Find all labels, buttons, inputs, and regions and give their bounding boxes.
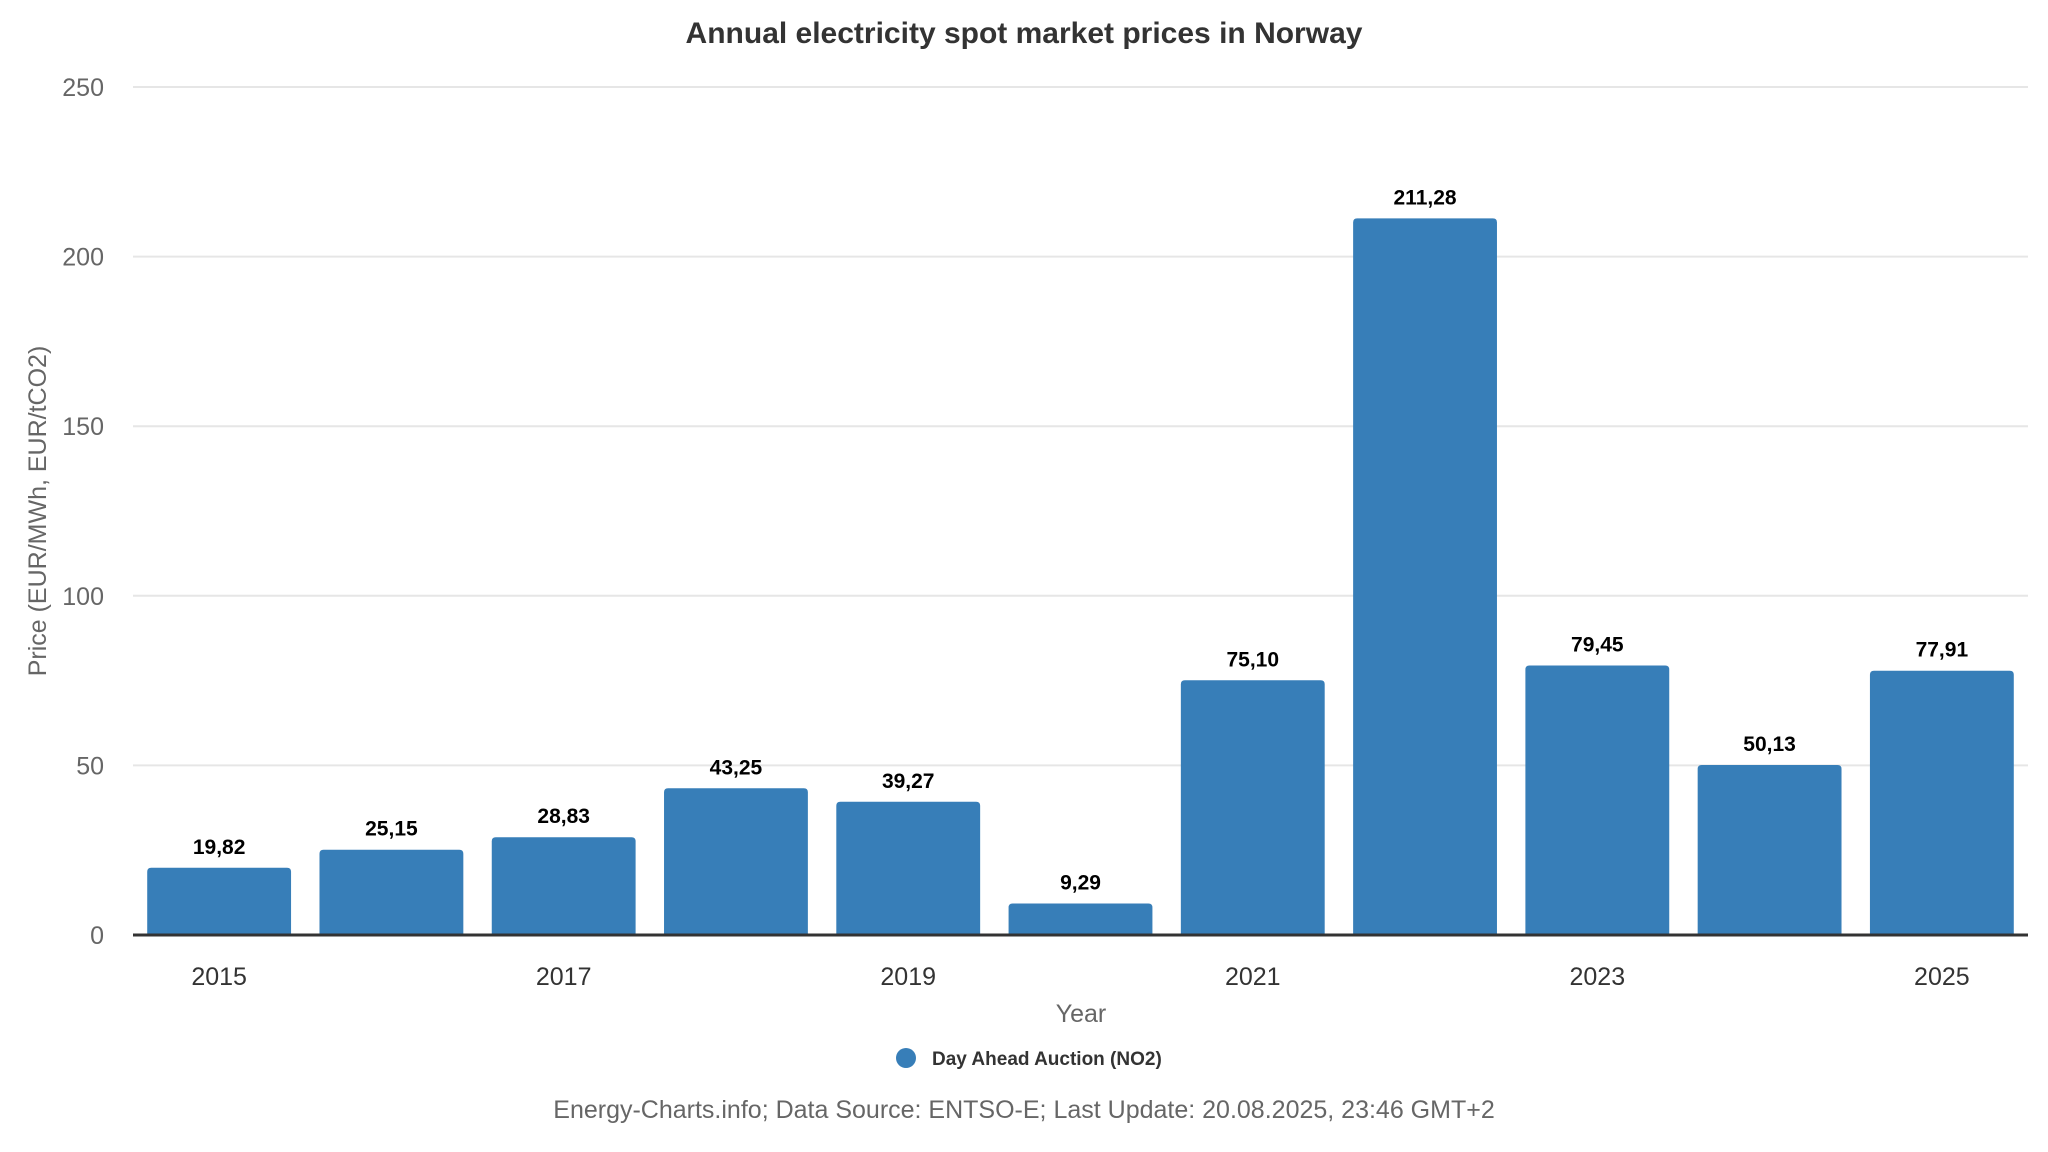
legend-marker-icon[interactable] bbox=[896, 1048, 916, 1068]
chart-title: Annual electricity spot market prices in… bbox=[686, 17, 1363, 50]
y-tick-label: 200 bbox=[62, 244, 104, 272]
bar-2022[interactable] bbox=[1353, 218, 1497, 935]
y-tick-label: 50 bbox=[76, 752, 104, 780]
bar-2021[interactable] bbox=[1180, 680, 1325, 935]
y-tick-label: 0 bbox=[90, 922, 104, 950]
bar-2023[interactable] bbox=[1525, 665, 1670, 935]
data-label-2019: 39,27 bbox=[882, 770, 935, 793]
x-tick-label: 2017 bbox=[536, 963, 592, 991]
data-label-2023: 79,45 bbox=[1571, 634, 1624, 657]
bar-2019[interactable] bbox=[836, 801, 981, 935]
gridlines bbox=[133, 86, 2028, 767]
y-tick-label: 100 bbox=[62, 583, 104, 611]
data-label-2025: 77,91 bbox=[1916, 639, 1969, 662]
x-tick-label: 2025 bbox=[1914, 963, 1970, 991]
data-label-2021: 75,10 bbox=[1226, 648, 1279, 671]
data-label-2018: 43,25 bbox=[710, 756, 763, 779]
y-axis-title: Price (EUR/MWh, EUR/tCO2) bbox=[24, 346, 52, 677]
bar-2017[interactable] bbox=[491, 837, 636, 935]
legend[interactable]: Day Ahead Auction (NO2) bbox=[896, 1048, 1162, 1070]
x-tick-label: 2021 bbox=[1225, 963, 1281, 991]
bar-2025[interactable] bbox=[1869, 670, 2014, 935]
bars bbox=[147, 218, 2014, 935]
data-label-2017: 28,83 bbox=[537, 805, 590, 828]
bar-2020[interactable] bbox=[1008, 903, 1153, 935]
data-labels: 19,82 25,15 28,83 43,25 39,27 9,29 75,10 211,28… bbox=[193, 186, 1969, 894]
data-label-2016: 25,15 bbox=[365, 818, 418, 841]
source-footer: Energy-Charts.info; Data Source: ENTSO-E… bbox=[553, 1096, 1494, 1124]
bar-2015[interactable] bbox=[147, 867, 292, 935]
legend-item-label[interactable]: Day Ahead Auction (NO2) bbox=[932, 1049, 1162, 1070]
x-tick-label: 2015 bbox=[191, 963, 247, 991]
data-label-2024: 50,13 bbox=[1743, 733, 1796, 756]
y-tick-label: 150 bbox=[62, 413, 104, 441]
bar-2024[interactable] bbox=[1697, 764, 1842, 935]
y-tick-label: 250 bbox=[62, 74, 104, 102]
data-label-2015: 19,82 bbox=[193, 836, 246, 859]
data-label-2022: 211,28 bbox=[1394, 186, 1457, 209]
x-axis-ticks: 2015 2017 2019 2021 2023 2025 bbox=[191, 963, 1969, 991]
y-axis-ticks: 0 50 100 150 200 250 bbox=[62, 74, 104, 950]
x-tick-label: 2023 bbox=[1570, 963, 1626, 991]
x-tick-label: 2019 bbox=[880, 963, 936, 991]
bar-2016[interactable] bbox=[319, 849, 464, 935]
bar-2018[interactable] bbox=[664, 788, 808, 935]
x-axis-title: Year bbox=[1056, 1000, 1107, 1028]
data-label-2020: 9,29 bbox=[1060, 871, 1101, 894]
